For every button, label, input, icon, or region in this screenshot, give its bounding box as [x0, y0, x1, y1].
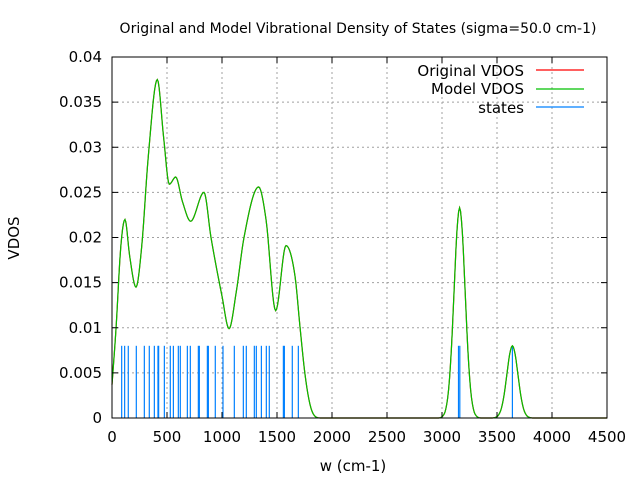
- chart-title: Original and Model Vibrational Density o…: [120, 21, 597, 37]
- grid: [112, 57, 607, 418]
- legend-label-original: Original VDOS: [417, 62, 524, 80]
- y-tick-label: 0.04: [69, 48, 102, 66]
- y-tick-label: 0.025: [59, 183, 102, 201]
- x-tick-label: 2000: [313, 428, 351, 446]
- legend-label-model: Model VDOS: [431, 80, 524, 98]
- y-tick-label: 0.03: [69, 138, 102, 156]
- x-tick-label: 3000: [423, 428, 461, 446]
- x-tick-label: 4000: [533, 428, 571, 446]
- y-tick-label: 0: [92, 409, 102, 427]
- y-axis-label: VDOS: [5, 216, 23, 259]
- original-vdos-line: [111, 78, 607, 419]
- x-tick-label: 1000: [203, 428, 241, 446]
- legend-label-states: states: [478, 99, 524, 117]
- y-tick-label: 0.015: [59, 274, 102, 292]
- x-tick-label: 3500: [478, 428, 516, 446]
- model-vdos-line: [111, 78, 607, 419]
- legend: Original VDOS Model VDOS states: [417, 62, 584, 117]
- x-tick-label: 0: [107, 428, 117, 446]
- y-tick-label: 0.005: [59, 364, 102, 382]
- x-axis-label: w (cm-1): [320, 457, 387, 475]
- y-tick-label: 0.01: [69, 319, 102, 337]
- states-series: [121, 345, 514, 418]
- x-tick-label: 2500: [368, 428, 406, 446]
- ticks: 0 500 1000 1500 2000 2500 3000 3500 4000 4500 0 0.0…: [59, 48, 626, 446]
- x-tick-label: 500: [153, 428, 182, 446]
- y-tick-label: 0.02: [69, 229, 102, 247]
- x-tick-label: 1500: [258, 428, 296, 446]
- x-tick-label: 4500: [588, 428, 626, 446]
- y-tick-label: 0.035: [59, 93, 102, 111]
